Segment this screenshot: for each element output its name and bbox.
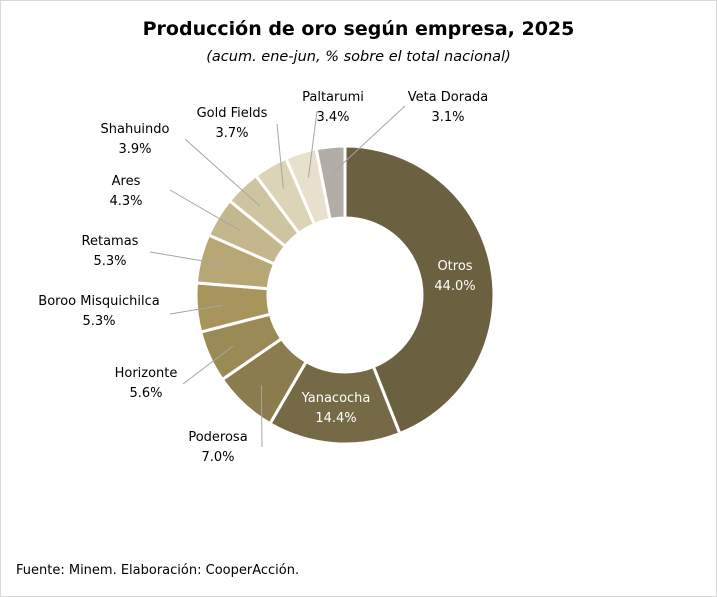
leader-line-veta-dorada bbox=[332, 105, 406, 173]
slice-labels: Otros 44.0% Yanacocha 14.4% Poderosa 7.0% Hori… bbox=[38, 90, 488, 465]
chart-subtitle: (acum. ene-jun, % sobre el total naciona… bbox=[206, 49, 511, 65]
chart-title: Producción de oro según empresa, 2025 bbox=[142, 18, 575, 40]
slice-label-retamas: Retamas 5.3% bbox=[82, 234, 139, 269]
slice-label-veta-dorada: Veta Dorada 3.1% bbox=[408, 90, 489, 125]
leader-line-horizonte bbox=[182, 345, 234, 385]
source-note: Fuente: Minem. Elaboración: CooperAcción… bbox=[16, 563, 300, 578]
leader-line-boroo-misquichilca bbox=[169, 304, 223, 315]
leader-line-gold-fields bbox=[276, 123, 284, 189]
slice-otros bbox=[343, 144, 496, 436]
slice-label-poderosa: Poderosa 7.0% bbox=[188, 430, 247, 465]
slice-label-yanacocha: Yanacocha 14.4% bbox=[301, 391, 371, 426]
leader-line-shahuindo bbox=[184, 138, 261, 207]
slice-label-otros: Otros 44.0% bbox=[434, 259, 475, 294]
leader-line-poderosa bbox=[260, 385, 263, 448]
slice-label-boroo-misquichilca: Boroo Misquichilca 5.3% bbox=[38, 294, 159, 329]
slice-label-ares: Ares 4.3% bbox=[109, 174, 142, 209]
leader-lines bbox=[149, 105, 406, 448]
slice-label-paltarumi: Paltarumi 3.4% bbox=[302, 90, 364, 125]
slice-label-horizonte: Horizonte 5.6% bbox=[115, 366, 178, 401]
leader-line-retamas bbox=[149, 251, 226, 266]
leader-line-paltarumi bbox=[307, 110, 318, 178]
leader-line-ares bbox=[169, 189, 241, 232]
slice-veta-dorada bbox=[314, 144, 347, 222]
slice-label-gold-fields: Gold Fields 3.7% bbox=[197, 106, 268, 141]
donut-slices bbox=[194, 144, 496, 446]
slice-label-shahuindo: Shahuindo 3.9% bbox=[101, 122, 170, 157]
